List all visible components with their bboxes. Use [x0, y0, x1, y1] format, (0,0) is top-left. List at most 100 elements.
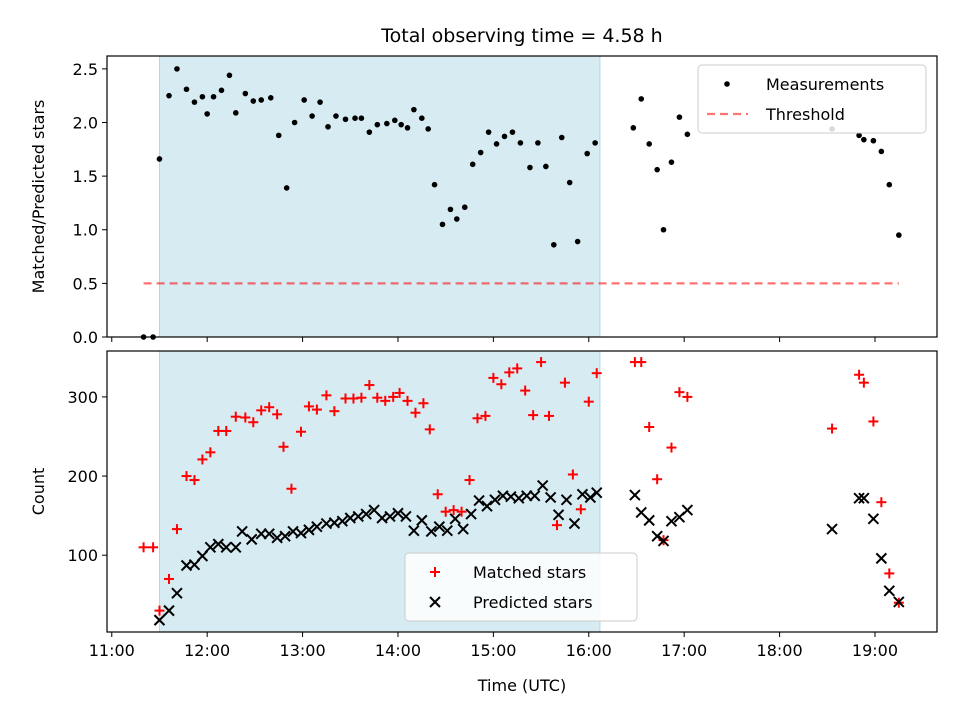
measurement-point: [584, 150, 590, 157]
x-b: [867, 513, 880, 525]
x-b: [368, 504, 380, 516]
x-b: [204, 541, 217, 554]
matched-stars-point: [230, 411, 241, 422]
legend-matched-label: Matched stars: [473, 563, 586, 582]
measurement-point: [439, 221, 446, 228]
legend: Measurements Threshold: [697, 64, 927, 134]
y-tick-label: 1.5: [73, 167, 98, 186]
legend-measurement-marker: [724, 81, 730, 87]
x-b: [441, 524, 453, 537]
measurement-point: [183, 86, 190, 93]
predicted-stars-point: [643, 514, 655, 527]
predicted-stars-point: [433, 521, 446, 533]
measurement-point: [574, 238, 581, 245]
x-b: [245, 533, 258, 546]
measurement-point: [630, 125, 637, 131]
matched-stars-point: [472, 413, 483, 424]
matched-stars-point: [876, 497, 887, 508]
predicted-stars-point: [875, 552, 888, 565]
measurement-point: [447, 206, 454, 213]
matched-stars-point: [303, 401, 314, 412]
matched-stars-point: [402, 395, 413, 406]
measurement-point: [551, 241, 557, 248]
x-b: [352, 510, 364, 523]
predicted-stars-point: [657, 535, 670, 547]
x-b: [212, 538, 225, 550]
matched-stars-point: [138, 542, 149, 553]
predicted-stars-point: [384, 510, 396, 523]
predicted-stars-point: [584, 491, 597, 504]
matched-stars-point: [583, 396, 594, 407]
predicted-stars-point: [457, 523, 469, 535]
measurement-point: [509, 129, 516, 135]
x-b: [425, 525, 438, 538]
x-b: [220, 541, 232, 554]
predicted-stars-point: [481, 500, 493, 512]
x-b: [665, 515, 678, 527]
matched-stars-point: [575, 504, 586, 515]
matched-stars-point: [448, 505, 459, 516]
y-tick-label: 0.5: [73, 274, 98, 293]
measurement-point: [454, 216, 460, 222]
x-b: [400, 510, 412, 523]
matched-stars-point: [248, 417, 259, 428]
x-b: [826, 523, 838, 535]
predicted-stars-point: [279, 530, 291, 542]
x-b: [153, 614, 166, 626]
predicted-stars-point: [230, 541, 242, 554]
x-b: [875, 552, 888, 565]
matched-stars-point: [536, 357, 547, 368]
measurement-point: [204, 111, 210, 117]
matched-stars-point: [171, 524, 182, 535]
predicted-stars-point: [858, 492, 870, 504]
x-b: [336, 515, 349, 527]
measurement-point: [374, 121, 381, 128]
matched-stars-point: [827, 423, 838, 434]
matched-stars-point: [567, 469, 578, 480]
predicted-stars-point: [311, 521, 323, 533]
matched-stars-point: [181, 471, 192, 482]
predicted-stars-point: [591, 486, 603, 499]
matched-stars-point: [559, 377, 570, 388]
x-b: [513, 492, 525, 504]
matched-stars-point: [148, 542, 159, 553]
y-tick-label: 2.0: [73, 113, 98, 132]
matched-stars-point: [240, 412, 251, 423]
x-tick-label: 18:00: [757, 641, 803, 660]
predicted-stars-point: [473, 494, 485, 507]
x-b: [376, 512, 388, 524]
x-b: [263, 528, 275, 540]
matched-stars-point: [164, 573, 175, 584]
matched-stars-point: [488, 372, 499, 383]
predicted-stars-point: [392, 507, 404, 519]
predicted-stars-point: [163, 604, 175, 617]
axes-frame: [106, 55, 938, 338]
matched-stars-point: [272, 409, 283, 420]
measurement-point: [461, 204, 468, 211]
predicted-stars-point: [336, 515, 349, 527]
measurement-point: [485, 129, 492, 135]
x-tick-label: 16:00: [566, 641, 612, 660]
x-b: [858, 492, 870, 504]
measurement-point: [654, 166, 660, 173]
x-b: [236, 525, 248, 538]
predicted-stars-point: [245, 533, 258, 546]
predicted-stars-point: [212, 538, 225, 550]
ratio-panel: 0.0 0.5 1.0 1.5 2.0 2.5 Matched/Predicted star…: [29, 55, 938, 347]
matched-stars-point: [388, 391, 399, 402]
measurement-point: [517, 140, 524, 146]
measurement-point: [174, 66, 180, 72]
measurement-point: [856, 132, 862, 139]
matched-stars-point: [464, 475, 475, 486]
predicted-stars-point: [867, 513, 880, 525]
measurement-point: [646, 141, 653, 147]
measurement-point: [398, 121, 404, 128]
measurement-point: [527, 164, 533, 171]
measurement-point: [566, 179, 573, 186]
predicted-stars-point: [408, 524, 420, 537]
matched-stars-point: [440, 506, 451, 517]
measurement-point: [535, 140, 541, 146]
x-b: [489, 494, 501, 506]
measurement-point: [358, 115, 365, 122]
measurement-point: [166, 92, 172, 99]
